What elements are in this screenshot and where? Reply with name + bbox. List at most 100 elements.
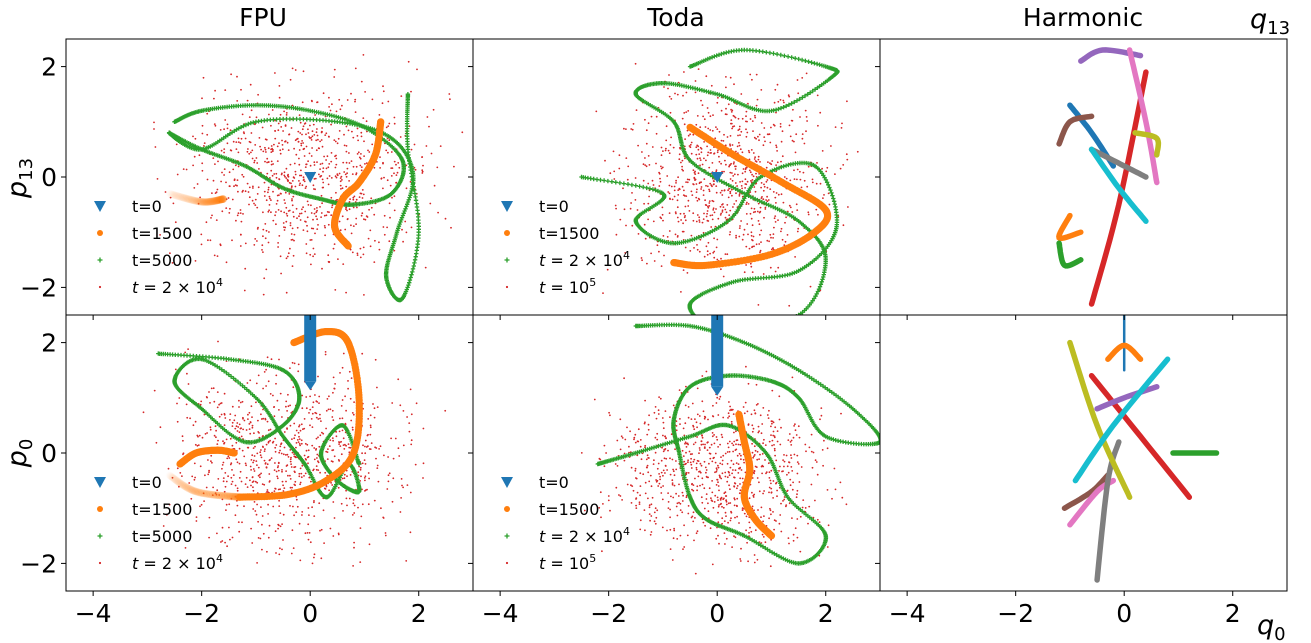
t3-point (739, 181, 741, 183)
t3-point (723, 170, 725, 173)
t3-point (399, 404, 402, 407)
t3-point (634, 177, 637, 179)
t3-point (310, 227, 313, 230)
t3-point (364, 218, 367, 221)
t3-point (319, 471, 321, 474)
t3-point (285, 480, 287, 483)
t3-point (393, 209, 396, 212)
t3-point (246, 486, 249, 488)
t3-point (754, 210, 757, 213)
t3-point (333, 139, 336, 142)
t3-point (286, 255, 289, 258)
t3-point (313, 458, 316, 461)
t3-point (801, 77, 804, 79)
t2-point (401, 211, 406, 216)
t3-point (328, 489, 330, 492)
t3-point (351, 130, 353, 133)
t3-point (239, 212, 242, 215)
t3-point (729, 190, 732, 193)
t3-point (296, 439, 299, 441)
t3-point (773, 101, 776, 104)
t3-point (755, 172, 757, 175)
t3-point (749, 191, 752, 194)
t2-point (399, 215, 405, 220)
t3-point (688, 178, 691, 181)
t3-point (643, 202, 645, 205)
t3-point (154, 146, 157, 148)
t3-point (241, 113, 244, 116)
t3-point (342, 437, 345, 440)
t3-point (668, 212, 671, 215)
t3-point (698, 216, 701, 219)
t1-point (176, 479, 184, 487)
t2-point (830, 193, 835, 198)
t3-point (416, 68, 418, 71)
t3-point (241, 173, 244, 176)
t3-point (257, 419, 259, 422)
t3-point (302, 70, 305, 73)
t3-point (715, 191, 718, 194)
t3-point (436, 166, 439, 169)
t3-point (622, 187, 624, 190)
t3-point (297, 370, 300, 373)
t3-point (693, 177, 696, 180)
t3-point (708, 200, 711, 203)
t3-point (299, 481, 302, 484)
t3-point (687, 205, 690, 207)
t3-point (671, 198, 674, 201)
t3-point (343, 473, 346, 476)
t3-point (332, 501, 335, 503)
t3-point (194, 260, 197, 262)
t3-point (647, 122, 650, 125)
t3-point (260, 413, 262, 416)
t3-point (698, 198, 701, 201)
t3-point (290, 466, 293, 468)
t3-point (768, 240, 770, 243)
t3-point (321, 186, 324, 189)
t3-point (642, 179, 645, 182)
t3-point (265, 229, 268, 232)
t3-point (238, 530, 241, 533)
t3-point (666, 175, 669, 177)
t3-point (341, 399, 344, 401)
t3-point (785, 216, 787, 219)
t3-point (347, 443, 350, 445)
t2-point (650, 187, 656, 192)
t3-point (295, 207, 298, 210)
t3-point (305, 449, 308, 452)
t3-point (724, 253, 727, 256)
t3-point (219, 244, 222, 247)
t3-point (236, 499, 238, 502)
t3-point (310, 212, 313, 214)
t3-point (612, 150, 615, 153)
t3-point (305, 396, 308, 398)
t3-point (207, 239, 209, 242)
t3-point (359, 157, 362, 160)
t3-point (270, 145, 273, 147)
t3-point (337, 258, 339, 260)
t3-point (759, 249, 762, 252)
t3-point (329, 439, 332, 441)
t2-point (217, 365, 222, 371)
t3-point (246, 446, 249, 449)
t2-point (819, 279, 824, 284)
t3-point (256, 562, 258, 564)
t2-point (735, 324, 739, 328)
t3-point (250, 459, 253, 461)
t3-point (775, 146, 778, 149)
t3-point (687, 110, 690, 112)
t3-point (393, 116, 396, 119)
t3-point (285, 212, 288, 215)
t3-point (752, 235, 755, 238)
t3-point (270, 199, 272, 202)
t3-point (201, 162, 204, 165)
t3-point (686, 181, 689, 184)
t3-point (409, 531, 412, 534)
t3-point (274, 462, 276, 464)
t3-point (723, 133, 725, 136)
t3-point (729, 192, 732, 195)
t3-point (314, 114, 316, 116)
t3-point (246, 382, 249, 384)
t3-point (342, 352, 345, 355)
t3-point (689, 143, 692, 146)
